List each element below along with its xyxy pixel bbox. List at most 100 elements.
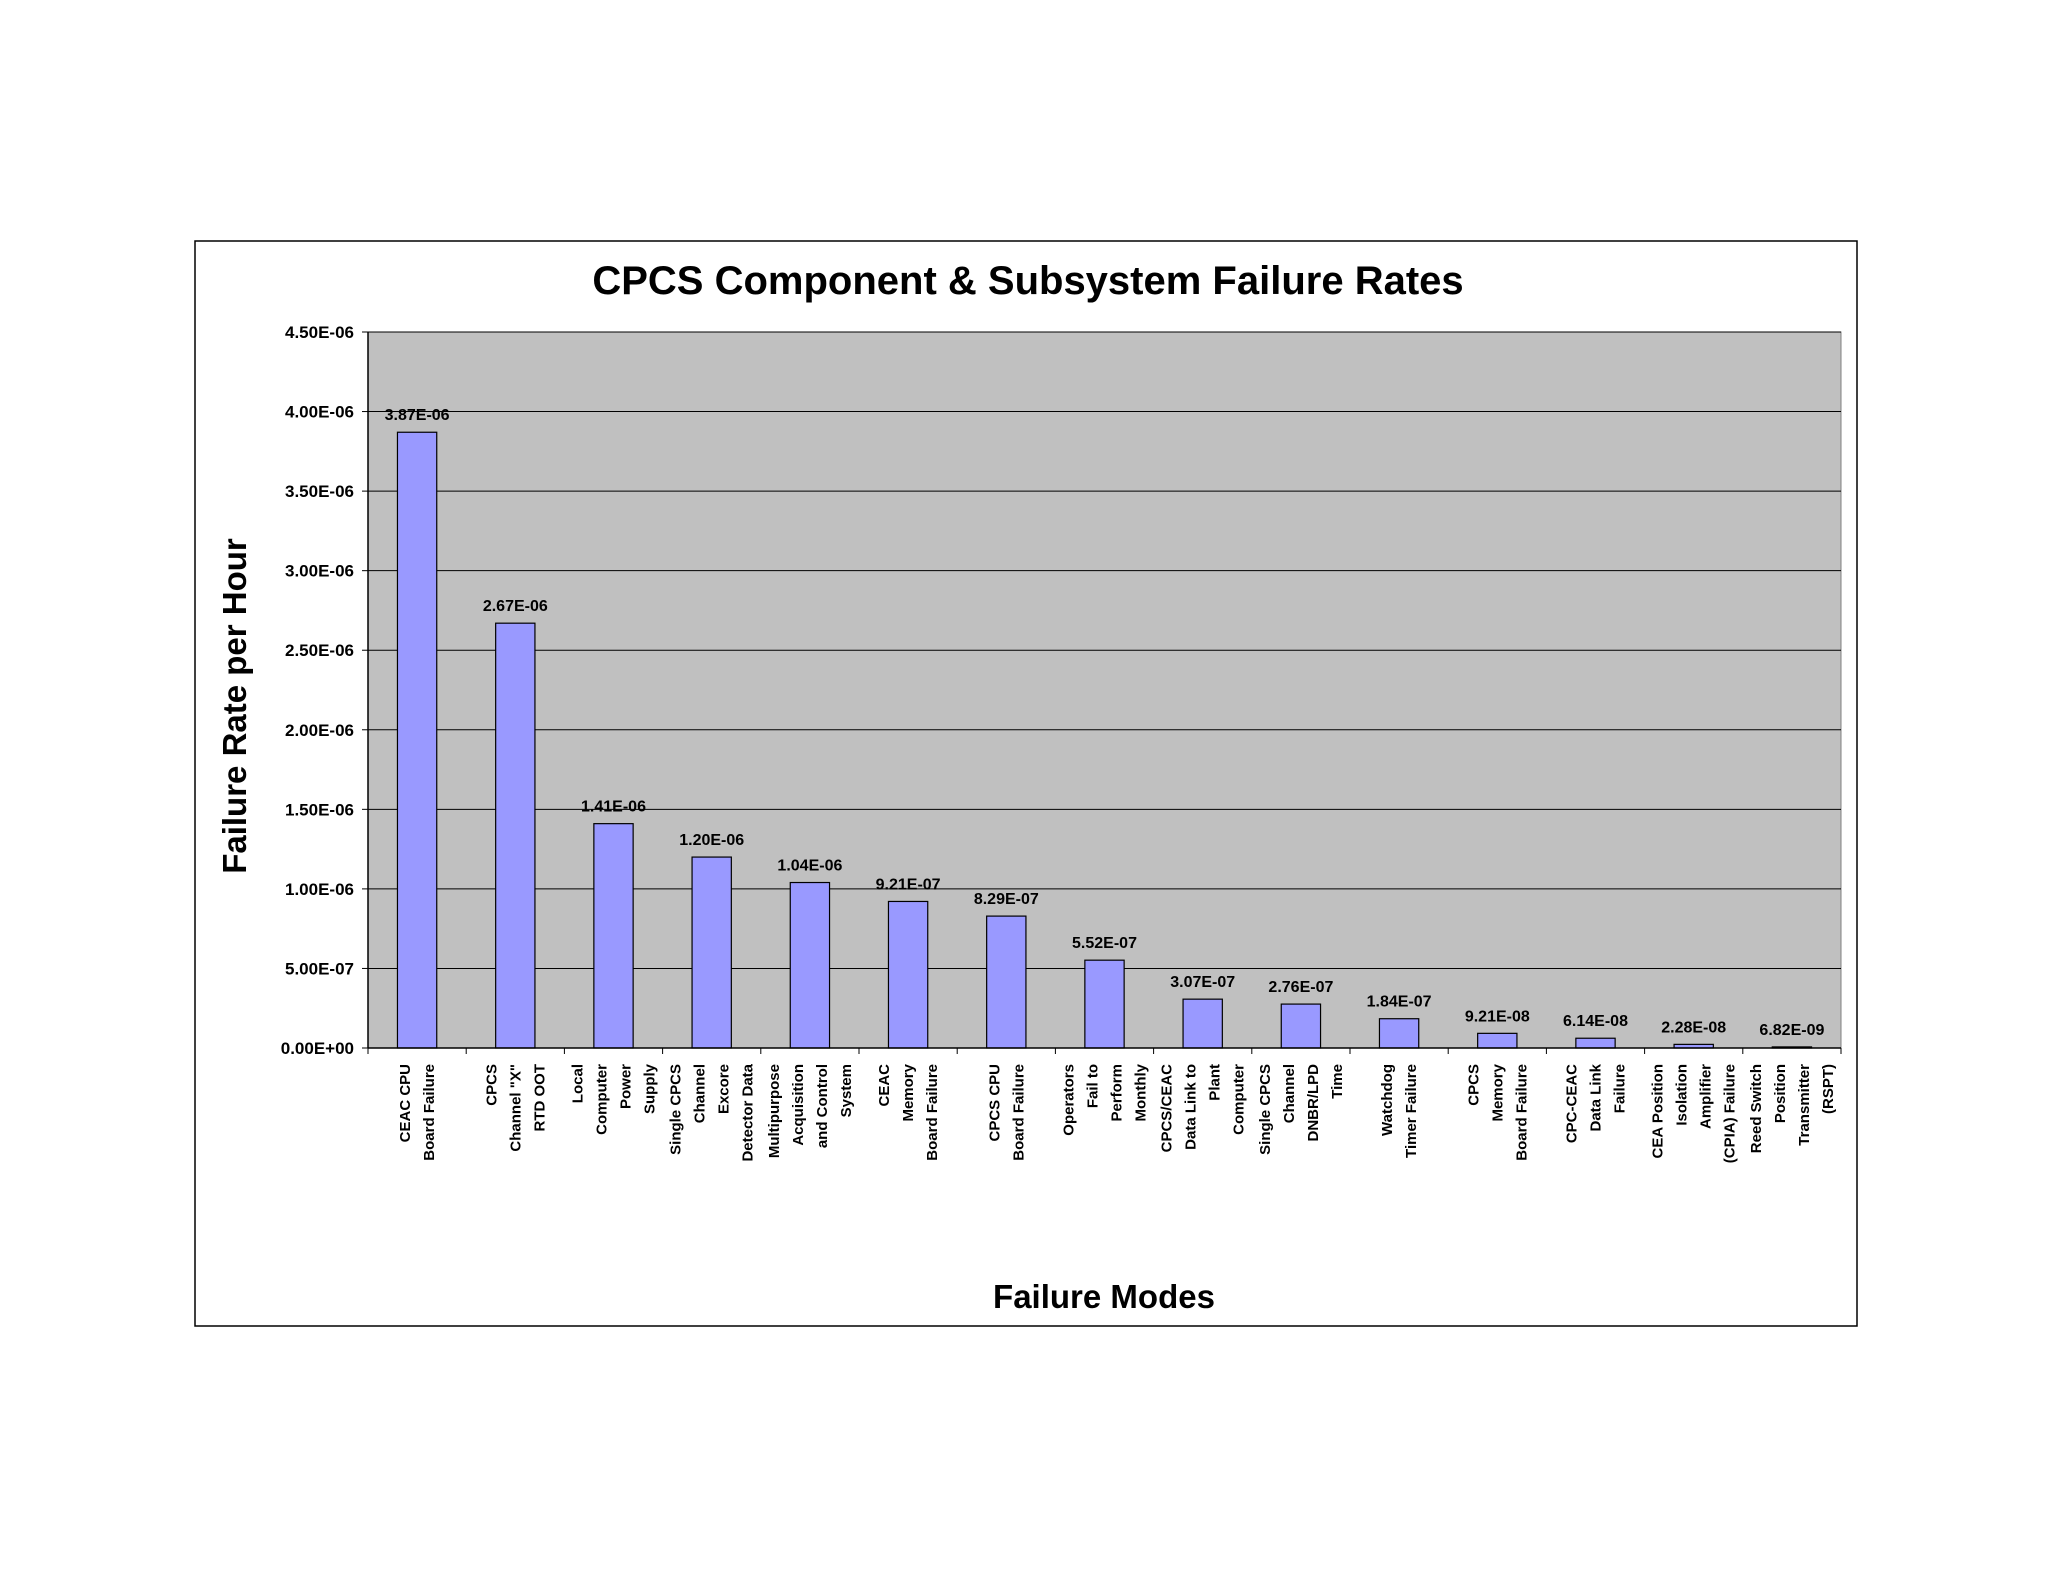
category-label-line: Monthly xyxy=(1133,1063,1150,1121)
category-label: CEA Position Isolation Amplifier (CPIA) Fai… xyxy=(1650,1064,1739,1163)
category-label: Local Computer Power Supply xyxy=(570,1063,659,1134)
category-label-line: CPCS xyxy=(1465,1064,1482,1106)
category-label-line: Single CPCS xyxy=(1257,1064,1274,1155)
data-label: 3.87E-06 xyxy=(385,407,450,424)
y-tick-label: 3.00E-06 xyxy=(285,562,354,581)
data-label: 6.14E-08 xyxy=(1563,1013,1628,1030)
category-label-line: Reed Switch xyxy=(1748,1064,1765,1153)
category-label-line: DNBR/LPD xyxy=(1305,1064,1322,1142)
category-label-line: Position xyxy=(1772,1064,1789,1123)
category-label-line: Channel xyxy=(1281,1064,1298,1123)
category-label-line: Isolation xyxy=(1674,1064,1691,1126)
category-label-line: System xyxy=(838,1064,855,1117)
data-label: 2.67E-06 xyxy=(483,598,548,615)
category-label-line: Failure xyxy=(1612,1064,1629,1113)
bar xyxy=(691,856,732,1049)
category-label-line: Plant xyxy=(1207,1064,1224,1101)
category-label-line: Channel "X" xyxy=(507,1064,524,1152)
category-label-line: Single CPCS xyxy=(668,1064,685,1155)
data-label: 1.41E-06 xyxy=(581,799,646,816)
category-label: CPCS CPU Board Failure xyxy=(986,1064,1027,1161)
category-label-line: Computer xyxy=(594,1064,611,1135)
bar xyxy=(396,431,438,1049)
category-label: Single CPCS Channel Excore Detector Data xyxy=(668,1063,757,1161)
category-label-line: Memory xyxy=(900,1063,917,1121)
category-label: Operators Fail to Perform Monthly xyxy=(1061,1063,1150,1135)
data-label: 6.82E-09 xyxy=(1759,1022,1824,1039)
category-label-line: Board Failure xyxy=(1513,1064,1530,1161)
category-label-line: CPC-CEAC xyxy=(1564,1064,1581,1143)
category-label: CPCS Channel "X" RTD OOT xyxy=(483,1064,548,1152)
bar xyxy=(593,823,634,1049)
data-label: 3.07E-07 xyxy=(1170,974,1235,991)
category-label-line: Supply xyxy=(642,1063,659,1114)
data-label: 8.29E-07 xyxy=(974,891,1039,908)
category-label: CEAC Memory Board Failure xyxy=(876,1063,941,1160)
category-label-line: and Control xyxy=(814,1064,831,1148)
category-label: Reed Switch Position Transmitter (RSPT) xyxy=(1748,1064,1837,1153)
data-label: 1.20E-06 xyxy=(679,832,744,849)
category-label: CEAC CPU Board Failure xyxy=(397,1064,438,1161)
y-tick-label: 5.00E-07 xyxy=(285,959,354,978)
bar xyxy=(1378,1018,1420,1049)
category-label-line: Acquisition xyxy=(790,1064,807,1146)
category-label: CPCS/CEAC Data Link to Plant Computer xyxy=(1159,1064,1248,1153)
data-label: 2.76E-07 xyxy=(1268,979,1333,996)
y-tick-label: 2.00E-06 xyxy=(285,721,354,740)
category-label-line: Amplifier xyxy=(1698,1064,1715,1129)
category-label-line: CPCS CPU xyxy=(986,1064,1003,1142)
category-label-line: RTD OOT xyxy=(531,1064,548,1132)
y-tick-label: 0.00E+00 xyxy=(281,1039,354,1058)
category-label-line: CEAC xyxy=(876,1064,893,1107)
category-label-line: (RSPT) xyxy=(1820,1064,1837,1114)
data-label: 2.28E-08 xyxy=(1661,1019,1726,1036)
y-tick-label: 4.00E-06 xyxy=(285,403,354,422)
category-label-line: Board Failure xyxy=(421,1064,438,1161)
category-label-line: Timer Failure xyxy=(1403,1064,1420,1158)
category-label-line: CEAC CPU xyxy=(397,1064,414,1142)
y-tick-label: 4.50E-06 xyxy=(285,323,354,342)
bar xyxy=(789,881,831,1049)
category-label-line: Detector Data xyxy=(740,1063,757,1161)
category-label-line: Transmitter xyxy=(1796,1064,1813,1146)
category-label-line: Time xyxy=(1329,1064,1346,1099)
bar xyxy=(887,900,929,1049)
category-label: Single CPCS Channel DNBR/LPD Time xyxy=(1257,1064,1346,1155)
bar xyxy=(986,915,1027,1049)
category-label-line: Data Link xyxy=(1588,1063,1605,1131)
category-label: Watchdog Timer Failure xyxy=(1379,1064,1420,1158)
category-label-line: Local xyxy=(570,1064,587,1103)
y-tick-label: 2.50E-06 xyxy=(285,641,354,660)
category-label-line: Data Link to xyxy=(1183,1064,1200,1150)
data-label: 9.21E-08 xyxy=(1465,1008,1530,1025)
y-tick-label: 1.50E-06 xyxy=(285,800,354,819)
chart-title: CPCS Component & Subsystem Failure Rates xyxy=(592,259,1463,303)
y-tick-label: 1.00E-06 xyxy=(285,880,354,899)
bar xyxy=(1477,1032,1518,1049)
bar xyxy=(1575,1037,1616,1049)
category-label-line: Fail to xyxy=(1085,1064,1102,1108)
category-label-line: Watchdog xyxy=(1379,1064,1396,1136)
category-label-line: Perform xyxy=(1109,1064,1126,1122)
axes xyxy=(362,331,1842,1054)
bar xyxy=(1182,998,1223,1049)
data-label: 1.84E-07 xyxy=(1367,994,1432,1011)
category-label-line: Computer xyxy=(1231,1064,1248,1135)
category-label-line: (CPIA) Failure xyxy=(1722,1064,1739,1163)
bar xyxy=(495,622,536,1049)
data-label: 9.21E-07 xyxy=(876,876,941,893)
bar xyxy=(1084,959,1125,1049)
bar xyxy=(1280,1003,1322,1049)
category-label-line: Memory xyxy=(1489,1063,1506,1121)
bars xyxy=(396,431,1813,1049)
category-label-line: CEA Position xyxy=(1650,1064,1667,1158)
y-tick-label: 3.50E-06 xyxy=(285,482,354,501)
category-label-line: Multipurpose xyxy=(766,1064,783,1158)
data-label: 1.04E-06 xyxy=(777,858,842,875)
category-label-line: Excore xyxy=(716,1064,733,1114)
category-label-line: Channel xyxy=(692,1064,709,1123)
x-axis-title: Failure Modes xyxy=(993,1278,1215,1315)
category-label-line: Board Failure xyxy=(1010,1064,1027,1161)
category-label-line: Board Failure xyxy=(924,1064,941,1161)
